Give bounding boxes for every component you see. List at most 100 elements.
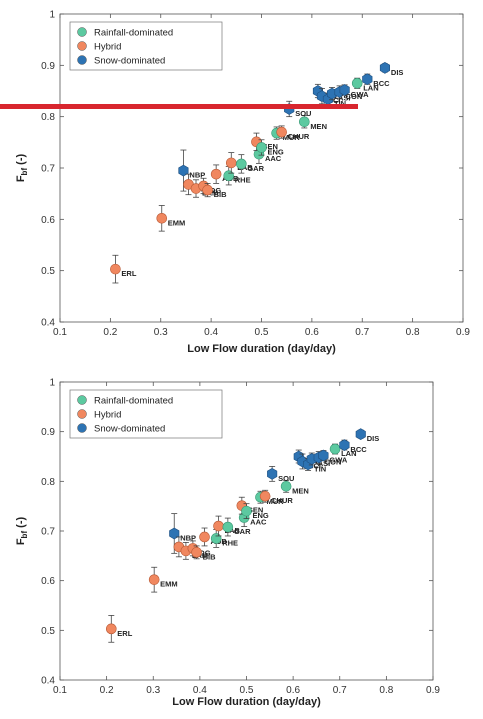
y-tick-label: 0.7 <box>41 527 55 538</box>
point-label: LAN <box>363 83 378 92</box>
y-tick-label: 0.6 <box>41 215 55 226</box>
point-label: OG <box>210 186 222 195</box>
point-marker-hybrid <box>276 126 287 138</box>
point-label: MEN <box>292 486 309 495</box>
point-label: BCC <box>373 79 390 88</box>
data-point-chur: CHUR <box>276 125 310 141</box>
point-label: SCI <box>328 96 341 105</box>
data-point-men: MEN <box>299 115 327 131</box>
chart-1: 0.1 0.2 0.3 0.4 0.5 0.6 0.7 0.8 0.9 0.4 0.5 0.6 0.7 0… <box>15 10 470 356</box>
point-label: RHE <box>235 176 251 185</box>
y-tick-label: 0.4 <box>41 676 55 687</box>
point-marker-snow <box>339 84 350 96</box>
point-label: MEN <box>310 122 327 131</box>
point-label: TIN <box>314 464 326 473</box>
data-point-gwa: GWA <box>339 84 369 99</box>
point-label: GAR <box>234 527 251 536</box>
legend-box <box>69 389 223 439</box>
x-tick-label: 0.8 <box>406 327 420 338</box>
x-axis-label: Low Flow duration (day/day) <box>187 343 336 355</box>
data-point-bib: BIB <box>202 182 227 199</box>
data-point-rhe: RHE <box>210 529 238 548</box>
x-tick-label: 0.4 <box>193 685 207 696</box>
data-point-eng: ENG <box>241 503 269 520</box>
point-label: CON <box>346 92 363 101</box>
point-label: ERL <box>117 629 132 638</box>
point-label: BCC <box>350 445 367 454</box>
point-marker-rainfall <box>222 521 234 533</box>
point-label: SOU <box>295 109 311 118</box>
point-marker-snow <box>267 468 278 480</box>
point-marker-hybrid <box>148 574 160 585</box>
y-tick-label: 0.9 <box>41 61 55 72</box>
legend-label-hybrid: Hybrid <box>94 42 121 53</box>
point-label: CON <box>325 457 342 466</box>
point-label: AAC <box>250 518 267 527</box>
x-tick-label: 0.1 <box>53 685 67 696</box>
point-label: GWA <box>329 456 347 465</box>
data-point-dis: DIS <box>379 62 403 77</box>
data-point-erl: ERL <box>105 615 133 643</box>
point-marker-hybrid <box>225 157 237 169</box>
x-tick-label: 0.6 <box>305 327 319 338</box>
y-tick-label: 0.6 <box>41 576 55 587</box>
data-point-gar: GAR <box>236 154 265 174</box>
data-point-gwa: GWA <box>318 449 348 465</box>
x-tick-label: 0.7 <box>355 327 369 338</box>
point-marker-snow <box>178 164 189 177</box>
x-tick-label: 0.5 <box>240 685 254 696</box>
x-tick-label: 0.4 <box>204 327 218 338</box>
point-marker-hybrid <box>199 531 210 543</box>
data-point-bib: BIB <box>191 545 216 561</box>
point-marker-snow <box>318 449 329 462</box>
y-axis-label: Fbf (-) <box>15 153 29 182</box>
point-marker-rainfall <box>236 158 247 170</box>
point-label: TIN <box>334 99 346 108</box>
point-label: ASI <box>318 459 331 468</box>
point-label: ENG <box>253 511 269 520</box>
point-marker-snow <box>362 73 373 86</box>
legend-box <box>69 21 223 71</box>
legend-marker-rainfall <box>77 395 87 405</box>
x-tick-label: 0.1 <box>53 327 67 338</box>
point-marker-rainfall <box>280 480 292 492</box>
data-point-erl: ERL <box>110 254 137 284</box>
legend-marker-hybrid <box>77 41 87 51</box>
data-point-gar: GAR <box>222 517 251 537</box>
legend-marker-snow <box>77 55 87 65</box>
point-marker-hybrid <box>191 547 202 558</box>
point-label: CHUR <box>271 496 293 505</box>
data-point-bcc: BCC <box>362 73 390 88</box>
data-point-chur: CHUR <box>259 489 293 505</box>
x-tick-label: 0.6 <box>286 685 300 696</box>
point-label: GWA <box>351 90 369 99</box>
point-marker-rainfall <box>256 142 267 153</box>
point-label: ASI <box>338 94 351 103</box>
data-point-asi: ASI <box>327 87 351 103</box>
point-marker-rainfall <box>351 78 363 89</box>
point-label: MUR <box>283 133 301 142</box>
x-tick-label: 0.2 <box>100 685 114 696</box>
point-marker-hybrid <box>105 623 117 635</box>
point-label: NBP <box>189 171 205 180</box>
point-label: RHE <box>222 538 238 547</box>
y-tick-label: 0.7 <box>41 164 55 175</box>
y-tick-label: 0.8 <box>41 112 55 123</box>
y-tick-label: 0.5 <box>41 266 55 277</box>
point-label: SEN <box>262 142 277 151</box>
point-marker-hybrid <box>213 520 224 532</box>
legend-label-rainfall: Rainfall-dominated <box>94 396 173 407</box>
data-point-dis: DIS <box>355 428 380 443</box>
data-point-sou: SOU <box>267 466 294 483</box>
legend-marker-rainfall <box>77 27 87 37</box>
data-point-lan: LAN <box>351 77 379 92</box>
point-marker-rainfall <box>210 533 222 544</box>
legend-label-snow: Snow-dominated <box>94 424 165 435</box>
legend-label-hybrid: Hybrid <box>94 410 121 421</box>
point-label: NBP <box>180 533 196 542</box>
point-label: SOU <box>278 474 294 483</box>
x-tick-label: 0.2 <box>103 327 117 338</box>
point-label: DIS <box>367 434 380 443</box>
point-label: MUR <box>266 497 284 506</box>
